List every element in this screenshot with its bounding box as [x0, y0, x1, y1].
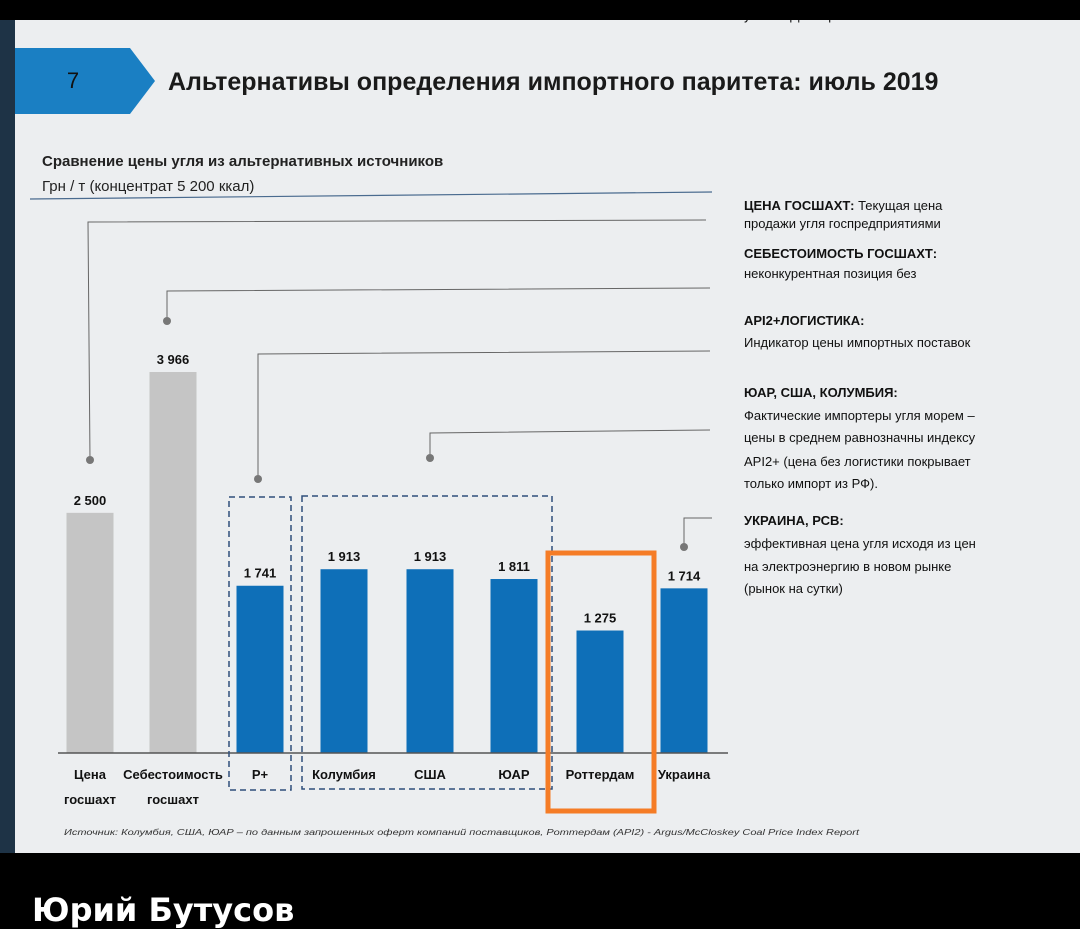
bar-6	[576, 630, 624, 753]
author-name: Юрий Бутусов	[32, 891, 295, 929]
group-box-rplus	[228, 496, 292, 791]
connector-ukraine	[683, 517, 712, 547]
legend-3-line-0: Фактические импортеры угля морем –	[744, 408, 975, 423]
left-strip	[0, 20, 15, 853]
chart: 7 Альтернативы определения импортного пар…	[0, 20, 976, 837]
legend-3-line-2: API2+ (цена без логистики покрывает	[744, 454, 971, 469]
value-label-6: 1 275	[584, 611, 617, 626]
value-label-7: 1 714	[668, 568, 701, 583]
category-label-0-line2: госшахт	[64, 792, 116, 807]
value-label-0: 2 500	[74, 493, 107, 508]
connector-importers	[429, 429, 711, 458]
connector-api2-dot	[254, 475, 262, 483]
category-label-5: ЮАР	[498, 767, 529, 782]
legend-1-line-0: неконкурентная позиция без	[744, 266, 916, 281]
connector-ukraine-dot	[680, 543, 688, 551]
connector-api2	[257, 350, 711, 479]
bar-7	[660, 588, 708, 753]
legend-3-line-3: только импорт из РФ).	[744, 476, 878, 491]
slide-number: 7	[67, 68, 79, 93]
bar-0	[66, 512, 114, 753]
legend-1-title: СЕБЕСТОИМОСТЬ ГОСШАХТ:	[744, 246, 937, 261]
source-note: Источник: Колумбия, США, ЮАР – по данным…	[64, 828, 860, 837]
highlight-box-rotterdam	[545, 550, 657, 814]
category-label-0: Цена	[74, 767, 107, 782]
legend-4-line-1: на электроэнергию в новом рынке	[744, 559, 951, 574]
legend-3-title: ЮАР, США, КОЛУМБИЯ:	[744, 385, 898, 400]
category-label-1-line2: госшахт	[147, 792, 199, 807]
value-label-5: 1 811	[498, 559, 530, 574]
category-label-4: США	[414, 767, 446, 782]
chart-title: Сравнение цены угля из альтернативных ис…	[42, 153, 443, 170]
value-label-2: 1 741	[244, 566, 277, 581]
bar-5	[490, 579, 538, 753]
legend-4-line-2: (рынок на сутки)	[744, 581, 843, 596]
connector-importers-dot	[426, 454, 434, 462]
chart-subtitle: Грн / т (концентрат 5 200 ккал)	[42, 178, 254, 195]
legend-0-line-1: продажи угля госпредприятиями	[744, 216, 941, 231]
value-label-1: 3 966	[157, 352, 190, 367]
legend-1-line-1: инвестиций в развитие	[744, 20, 883, 23]
legend-0-line-0: ЦЕНА ГОСШАХТ: Текущая цена	[744, 198, 943, 213]
category-label-7: Украина	[658, 767, 711, 782]
category-label-2: Р+	[252, 767, 269, 782]
category-label-1: Себестоимость	[123, 767, 223, 782]
connector-cena	[87, 219, 707, 461]
legend-2-line-1: угля морем	[744, 20, 813, 23]
category-label-6: Роттердам	[566, 767, 635, 782]
connector-sebestoimost	[166, 287, 711, 321]
group-box-importers	[301, 495, 553, 790]
slide-number-chevron	[0, 48, 155, 114]
bar-4	[406, 569, 454, 753]
legend-4-line-0: эффективная цена угля исходя из цен	[744, 536, 976, 551]
value-label-3: 1 913	[328, 549, 361, 564]
subtitle-rule	[29, 191, 713, 200]
legend-2-line-0: Индикатор цены импортных поставок	[744, 335, 971, 350]
category-label-3: Колумбия	[312, 767, 376, 782]
value-label-4: 1 913	[414, 549, 447, 564]
legend-4-title: УКРАИНА, РСВ:	[744, 513, 844, 528]
connector-cena-dot	[86, 456, 94, 464]
connector-sebestoimost-dot	[163, 317, 171, 325]
bar-1	[149, 372, 197, 753]
slide-title: Альтернативы определения импортного пари…	[168, 68, 938, 96]
bottom-bar	[0, 853, 1080, 916]
legend-3-line-1: цены в среднем равнозначны индексу	[744, 430, 976, 445]
legend-2-title: API2+ЛОГИСТИКА:	[744, 313, 864, 328]
slide: 7 Альтернативы определения импортного пар…	[0, 20, 1080, 853]
bar-2	[236, 585, 284, 753]
bar-3	[320, 569, 368, 753]
